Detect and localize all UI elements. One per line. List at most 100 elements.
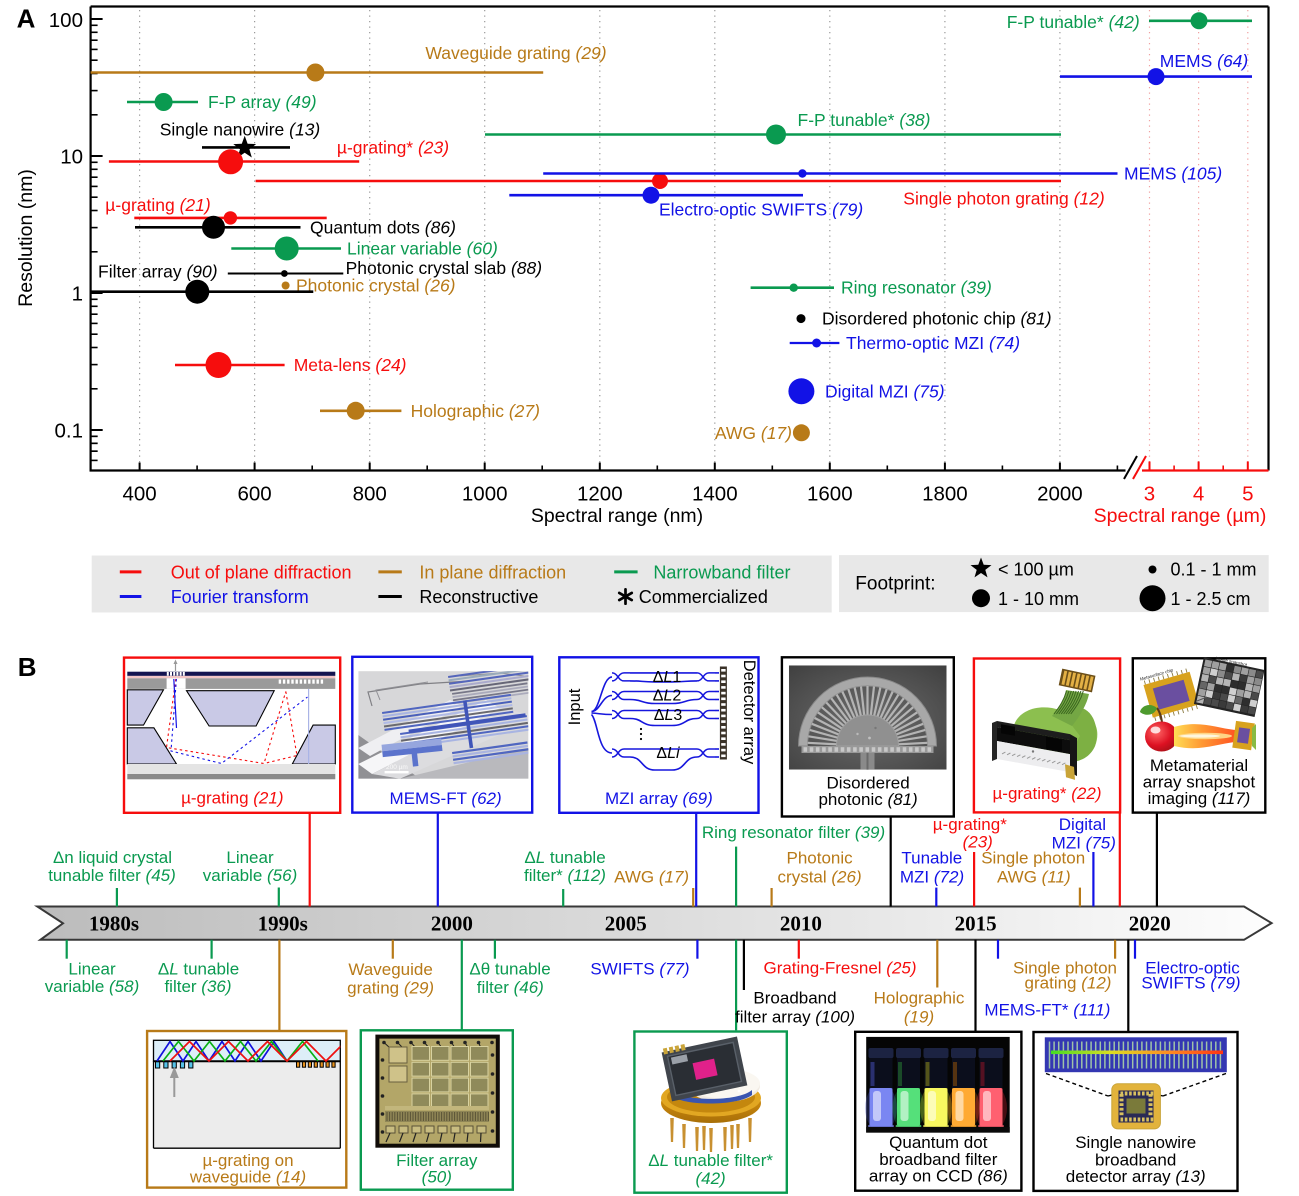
- svg-text:Single photon grating (12): Single photon grating (12): [903, 189, 1104, 209]
- svg-text:tunable filter (45): tunable filter (45): [48, 866, 176, 885]
- svg-text:µ-grating (21): µ-grating (21): [105, 195, 210, 215]
- svg-text:1000: 1000: [462, 483, 508, 506]
- svg-text:Single nanowire: Single nanowire: [1075, 1133, 1196, 1152]
- svg-text:(50): (50): [422, 1168, 452, 1187]
- svg-text:ΔL tunable: ΔL tunable: [524, 848, 605, 867]
- svg-text:ΔL1: ΔL1: [653, 669, 682, 686]
- svg-text:Narrowband filter: Narrowband filter: [653, 562, 790, 582]
- svg-text:Meta-lens (24): Meta-lens (24): [294, 355, 407, 375]
- svg-text:AWG (17): AWG (17): [614, 868, 689, 887]
- svg-text:(19): (19): [904, 1008, 934, 1027]
- svg-text:100: 100: [49, 9, 83, 32]
- svg-text:10: 10: [60, 146, 83, 169]
- svg-text:Linear variable (60): Linear variable (60): [347, 239, 498, 259]
- svg-text:Quantum dot: Quantum dot: [889, 1133, 988, 1152]
- svg-text:MEMS-FT (62): MEMS-FT (62): [390, 789, 502, 808]
- svg-text:Digital MZI (75): Digital MZI (75): [825, 382, 945, 402]
- svg-text:Spectral range (nm): Spectral range (nm): [531, 505, 703, 527]
- svg-text:µ-grating* (22): µ-grating* (22): [992, 784, 1101, 803]
- svg-text:1 - 2.5 cm: 1 - 2.5 cm: [1171, 589, 1251, 609]
- svg-text:Photonic crystal slab (88): Photonic crystal slab (88): [346, 258, 542, 278]
- svg-text:Waveguide grating (29): Waveguide grating (29): [425, 43, 606, 63]
- svg-text:SWIFTS (77): SWIFTS (77): [590, 960, 689, 979]
- svg-text:Input: Input: [566, 688, 584, 725]
- svg-text:imaging (117): imaging (117): [1148, 789, 1251, 808]
- svg-text:A: A: [17, 4, 36, 34]
- svg-text:600: 600: [237, 483, 271, 506]
- svg-text:Thermo-optic MZI (74): Thermo-optic MZI (74): [846, 333, 1020, 353]
- svg-text:broadband filter: broadband filter: [879, 1150, 997, 1169]
- svg-text:2000: 2000: [1037, 483, 1083, 506]
- svg-text:< 100 µm: < 100 µm: [998, 560, 1074, 580]
- svg-text:detector array (13): detector array (13): [1066, 1167, 1206, 1186]
- svg-text:µ-grating*: µ-grating*: [933, 815, 1007, 834]
- svg-text:1 - 10 mm: 1 - 10 mm: [998, 589, 1079, 609]
- svg-text:Detector array: Detector array: [740, 660, 758, 765]
- svg-text:Commercialized: Commercialized: [639, 587, 768, 607]
- svg-text:1200: 1200: [577, 483, 623, 506]
- svg-text:Holographic: Holographic: [874, 989, 965, 1008]
- svg-text:Δθ tunable: Δθ tunable: [469, 959, 550, 978]
- svg-text:ΔL3: ΔL3: [654, 707, 683, 724]
- svg-text:Holographic (27): Holographic (27): [411, 401, 540, 421]
- svg-text:2015: 2015: [955, 912, 997, 936]
- svg-text:Ring resonator filter (39): Ring resonator filter (39): [702, 823, 885, 842]
- svg-text:In plane diffraction: In plane diffraction: [419, 562, 566, 582]
- svg-text:Broadband: Broadband: [753, 989, 836, 1008]
- svg-text:array snapshot: array snapshot: [1143, 773, 1256, 792]
- svg-text:0.1 - 1 mm: 0.1 - 1 mm: [1171, 560, 1257, 580]
- svg-text:AWG (17): AWG (17): [715, 423, 792, 443]
- svg-text:MZI (75): MZI (75): [1052, 834, 1116, 853]
- svg-text:Δn liquid crystal: Δn liquid crystal: [53, 848, 172, 867]
- svg-text:1600: 1600: [807, 483, 853, 506]
- svg-text:filter (36): filter (36): [164, 977, 231, 996]
- svg-text:variable (56): variable (56): [203, 866, 298, 885]
- svg-text:(42): (42): [695, 1169, 725, 1188]
- svg-text:Resolution (nm): Resolution (nm): [15, 169, 37, 307]
- svg-text:MZI (72): MZI (72): [900, 868, 964, 887]
- svg-text:Out of plane diffraction: Out of plane diffraction: [171, 562, 352, 582]
- svg-text:1980s: 1980s: [89, 912, 139, 936]
- svg-text:1990s: 1990s: [258, 912, 308, 936]
- svg-text:ΔLi: ΔLi: [656, 745, 680, 762]
- svg-text:photonic (81): photonic (81): [818, 790, 917, 809]
- svg-text:F-P tunable* (38): F-P tunable* (38): [798, 110, 931, 130]
- svg-text:grating (12): grating (12): [1025, 974, 1112, 993]
- svg-text:2020: 2020: [1129, 912, 1171, 936]
- svg-text:Linear: Linear: [68, 959, 116, 978]
- svg-text:2000: 2000: [431, 912, 473, 936]
- svg-text:Spectral range (µm): Spectral range (µm): [1094, 505, 1267, 527]
- svg-text:Footprint:: Footprint:: [855, 574, 935, 595]
- svg-text:Single photon: Single photon: [1013, 959, 1117, 978]
- svg-text:Linear: Linear: [226, 848, 274, 867]
- svg-text:grating (29): grating (29): [347, 979, 434, 998]
- svg-text:2010: 2010: [780, 912, 822, 936]
- svg-text:(23): (23): [963, 833, 993, 852]
- svg-text:ΔL2: ΔL2: [653, 688, 682, 705]
- svg-text:2005: 2005: [605, 912, 647, 936]
- svg-text:F-P tunable* (42): F-P tunable* (42): [1007, 12, 1140, 32]
- svg-text:Digital: Digital: [1059, 815, 1106, 834]
- svg-text:filter array (100): filter array (100): [735, 1008, 855, 1027]
- svg-text:Metamaterial: Metamaterial: [1150, 756, 1248, 775]
- svg-text:Image snapshot: Image snapshot: [1215, 656, 1248, 668]
- svg-text:Ring resonator (39): Ring resonator (39): [841, 278, 992, 298]
- svg-text:waveguide (14): waveguide (14): [189, 1168, 306, 1187]
- svg-text:Fourier transform: Fourier transform: [171, 587, 309, 607]
- svg-text:Disordered photonic chip (81): Disordered photonic chip (81): [822, 309, 1052, 329]
- svg-text:Filter array: Filter array: [396, 1151, 478, 1170]
- svg-text:ΔL tunable: ΔL tunable: [158, 959, 239, 978]
- svg-text:µ-grating on: µ-grating on: [202, 1151, 293, 1170]
- svg-text:3: 3: [1144, 483, 1155, 506]
- svg-text:200 µm: 200 µm: [386, 764, 408, 771]
- svg-text:Quantum dots (86): Quantum dots (86): [310, 218, 456, 238]
- svg-text:Photonic: Photonic: [787, 849, 854, 868]
- svg-text:Single nanowire (13): Single nanowire (13): [160, 120, 321, 140]
- svg-text:B: B: [18, 652, 37, 682]
- svg-text:Disordered: Disordered: [827, 774, 910, 793]
- svg-text:SWIFTS (79): SWIFTS (79): [1141, 974, 1240, 993]
- svg-text:Single photon: Single photon: [981, 849, 1085, 868]
- svg-text:1400: 1400: [692, 483, 738, 506]
- svg-text:array on CCD (86): array on CCD (86): [869, 1166, 1008, 1185]
- svg-text:Waveguide: Waveguide: [348, 960, 432, 979]
